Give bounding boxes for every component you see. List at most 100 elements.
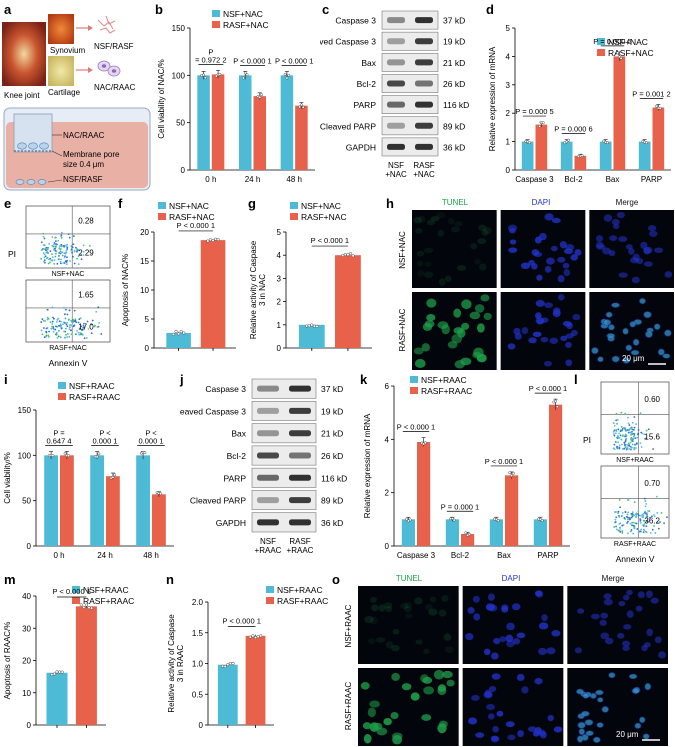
blot-strip (381, 116, 439, 136)
tunel-nucleus (404, 613, 413, 619)
y-axis-label: Relative expression of mRNA (363, 413, 372, 518)
dapi-nucleus (544, 265, 552, 273)
flow-event (55, 333, 58, 336)
flow-event (645, 525, 648, 528)
flow-event (49, 250, 52, 253)
flow-event (618, 432, 620, 435)
flow-event (55, 325, 57, 328)
tunel-nucleus (417, 215, 426, 223)
merge-nucleus (658, 651, 666, 659)
data-point (206, 239, 210, 243)
legend-label: RASF+RAAC (421, 386, 472, 396)
tunel-nucleus (360, 681, 370, 690)
flow-event (70, 324, 73, 327)
merge-overlay (583, 693, 589, 699)
flow-event (633, 514, 636, 517)
dapi-nucleus (544, 213, 554, 221)
blot-band (387, 101, 405, 108)
flow-event (645, 502, 648, 505)
data-point (51, 454, 55, 458)
flow-event (82, 250, 85, 253)
flow-event (43, 253, 46, 256)
merge-overlay (632, 688, 639, 694)
dapi-nucleus (559, 241, 567, 249)
dapi-nucleus (574, 249, 582, 256)
merge-nucleus (625, 344, 633, 352)
merge-nucleus (608, 672, 616, 679)
dapi-nucleus (544, 302, 553, 309)
merge-nucleus (612, 223, 620, 230)
flow-event (627, 422, 630, 425)
bar (152, 494, 166, 546)
flow-event (616, 435, 619, 437)
tunel-nucleus (415, 639, 423, 645)
data-point (79, 603, 83, 607)
dapi-nucleus (535, 590, 544, 598)
data-point (82, 605, 86, 609)
flow-event (83, 326, 86, 329)
data-point (63, 451, 67, 455)
merge-header: Merge (601, 574, 625, 583)
data-point (343, 253, 347, 257)
flow-event (66, 321, 69, 324)
blot-lane-label: RASF (289, 537, 310, 546)
flow-event (43, 327, 45, 329)
y-tick-label: 0 (181, 166, 186, 175)
flow-event (613, 448, 616, 451)
flow-event (656, 511, 659, 514)
flow-event (44, 320, 46, 322)
dapi-nucleus (565, 359, 573, 367)
flow-event (652, 448, 655, 450)
tunel-header: TUNEL (395, 574, 423, 583)
flow-event (50, 327, 53, 330)
flow-event (40, 249, 43, 251)
quadrant-value-upper: 0.60 (644, 395, 660, 404)
y-tick-label: 50 (176, 119, 185, 128)
tunel-nucleus (415, 227, 423, 234)
dapi-nucleus (483, 648, 491, 656)
data-point (464, 531, 468, 535)
bar (298, 324, 325, 348)
flow-event (80, 253, 83, 256)
flow-event (624, 435, 627, 438)
blot-band (257, 385, 279, 392)
data-point (216, 238, 220, 242)
flow-event (46, 318, 49, 321)
p-value-label: P < 0.000 1 (397, 423, 435, 432)
tunel-nucleus (474, 304, 485, 313)
transwell-top-label: NAC/RAAC (63, 131, 105, 140)
western-blot-j: Caspase 3 37 kD Cleaved Caspase 3 19 kD Bax 2… (180, 378, 347, 555)
flow-event (643, 433, 646, 436)
merge-overlay (625, 345, 632, 351)
blot-band (387, 122, 405, 129)
flow-event (70, 333, 73, 335)
quadrant-value-lower: 17.0 (78, 323, 94, 332)
data-point (348, 252, 353, 256)
bar (560, 141, 573, 170)
blot-band (415, 80, 433, 87)
flow-event (628, 444, 631, 447)
bar (574, 155, 587, 170)
data-point (60, 670, 64, 674)
flow-event (73, 309, 76, 312)
merge-nucleus (618, 236, 628, 242)
dapi-nucleus (527, 726, 537, 732)
flow-event (77, 263, 80, 266)
merge-overlay (629, 674, 637, 679)
legend-swatch (597, 38, 605, 45)
merge-nucleus (634, 722, 642, 729)
blot-row-label: Bax (361, 58, 376, 68)
data-point (287, 73, 291, 77)
flow-event (65, 251, 68, 254)
flow-event (68, 328, 71, 331)
bar (46, 672, 68, 725)
merge-nucleus (580, 710, 590, 717)
flow-event (622, 524, 625, 526)
tunel-nucleus (446, 679, 455, 687)
flow-event (626, 513, 629, 516)
flow-event (66, 313, 69, 316)
flow-event (628, 517, 631, 519)
flow-event (72, 243, 75, 246)
dapi-nucleus (520, 262, 531, 270)
flow-event (57, 329, 60, 332)
